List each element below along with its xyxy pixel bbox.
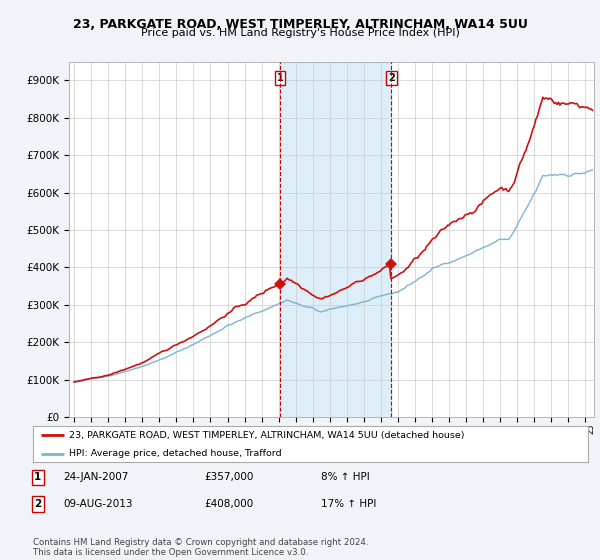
Text: 23, PARKGATE ROAD, WEST TIMPERLEY, ALTRINCHAM, WA14 5UU: 23, PARKGATE ROAD, WEST TIMPERLEY, ALTRI… bbox=[73, 18, 527, 31]
Text: 24-JAN-2007: 24-JAN-2007 bbox=[63, 472, 128, 482]
Text: 17% ↑ HPI: 17% ↑ HPI bbox=[321, 499, 376, 509]
Text: £408,000: £408,000 bbox=[204, 499, 253, 509]
Text: 2: 2 bbox=[34, 499, 41, 509]
Text: £357,000: £357,000 bbox=[204, 472, 253, 482]
Text: 8% ↑ HPI: 8% ↑ HPI bbox=[321, 472, 370, 482]
Text: Price paid vs. HM Land Registry's House Price Index (HPI): Price paid vs. HM Land Registry's House … bbox=[140, 28, 460, 38]
Text: HPI: Average price, detached house, Trafford: HPI: Average price, detached house, Traf… bbox=[69, 450, 282, 459]
Text: 1: 1 bbox=[277, 73, 283, 83]
Text: 2: 2 bbox=[388, 73, 395, 83]
Text: 09-AUG-2013: 09-AUG-2013 bbox=[63, 499, 133, 509]
Bar bbox=[280, 62, 391, 417]
Text: 23, PARKGATE ROAD, WEST TIMPERLEY, ALTRINCHAM, WA14 5UU (detached house): 23, PARKGATE ROAD, WEST TIMPERLEY, ALTRI… bbox=[69, 431, 464, 440]
Text: 1: 1 bbox=[34, 472, 41, 482]
Text: Contains HM Land Registry data © Crown copyright and database right 2024.
This d: Contains HM Land Registry data © Crown c… bbox=[33, 538, 368, 557]
